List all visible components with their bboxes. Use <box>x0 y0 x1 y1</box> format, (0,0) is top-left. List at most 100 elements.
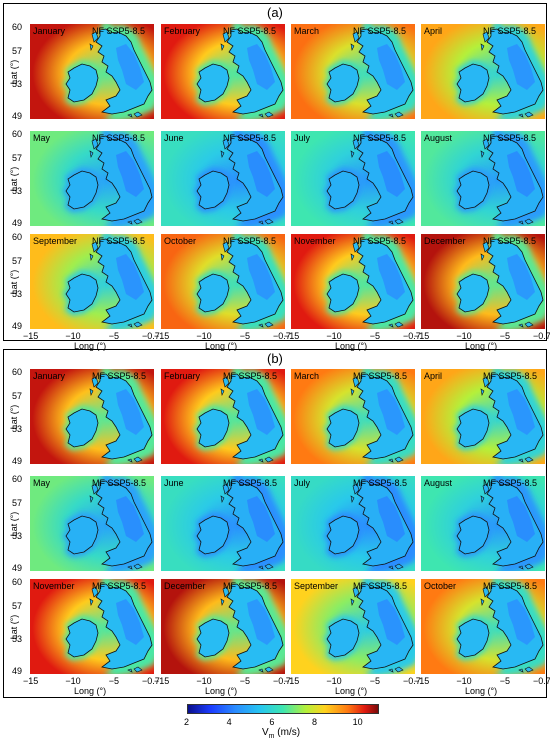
month-label: February <box>164 371 201 381</box>
scenario-label: MF SSP5-8.5 <box>223 581 278 591</box>
y-tick-label: 60 <box>12 129 23 139</box>
map-panel <box>30 476 154 571</box>
panel-b <box>3 349 547 698</box>
x-tick-label: −10 <box>196 676 212 686</box>
scenario-label: NF SSP5-8.5 <box>92 26 146 36</box>
x-tick-label: −5 <box>499 331 510 341</box>
month-label: April <box>424 26 443 36</box>
scenario-label: NF SSP5-8.5 <box>483 133 537 143</box>
ireland-coastline <box>326 170 360 210</box>
month-label: December <box>164 581 206 591</box>
ireland-coastline <box>326 273 360 313</box>
wind-speed-field <box>161 476 285 571</box>
ireland-coastline <box>326 63 360 103</box>
x-axis-title: Long (°) <box>335 686 368 696</box>
y-tick-label: 60 <box>12 232 23 242</box>
wind-speed-field <box>421 131 545 226</box>
scenario-label: MF SSP5-8.5 <box>353 478 408 488</box>
map-panel <box>30 234 154 329</box>
wind-speed-field <box>30 579 154 674</box>
x-tick-label: −15 <box>23 331 39 341</box>
y-axis-title: Lat (°) <box>9 511 19 536</box>
ireland-coastline <box>326 618 360 658</box>
scenario-label: MF SSP5-8.5 <box>483 581 538 591</box>
x-tick-label: −15 <box>154 676 170 686</box>
y-tick-label: 53 <box>12 633 23 644</box>
ireland-coastline <box>196 515 230 555</box>
map-panel <box>161 131 285 226</box>
map-panel <box>30 369 154 464</box>
month-label: March <box>294 26 320 36</box>
colorbar-tick-label: 10 <box>352 717 363 727</box>
map-panel <box>421 476 545 571</box>
month-label: November <box>33 581 75 591</box>
x-tick-label: −5 <box>239 676 250 686</box>
y-axis-title: Lat (°) <box>9 404 19 429</box>
x-axis-title: Long (°) <box>205 341 238 351</box>
x-tick-label: −5 <box>369 331 380 341</box>
ireland-coastline <box>456 408 490 448</box>
scenario-label: NF SSP5-8.5 <box>223 26 277 36</box>
x-axis-title: Long (°) <box>465 686 498 696</box>
x-tick-label: −5 <box>369 676 380 686</box>
wind-speed-field <box>30 131 154 226</box>
y-tick-label: 49 <box>12 111 23 121</box>
scenario-label: NF SSP5-8.5 <box>223 133 277 143</box>
y-tick-label: 49 <box>12 666 23 676</box>
month-label: February <box>164 26 201 36</box>
scenario-label: NF SSP5-8.5 <box>483 236 537 246</box>
map-panel <box>291 579 415 674</box>
y-axis-title: Lat (°) <box>9 59 19 84</box>
wind-speed-field <box>421 369 545 464</box>
scenario-label: NF SSP5-8.5 <box>353 236 407 246</box>
month-label: June <box>164 133 184 143</box>
wind-speed-field <box>30 234 154 329</box>
y-tick-label: 57 <box>12 498 23 509</box>
x-axis-title: Long (°) <box>335 341 368 351</box>
y-tick-label: 60 <box>12 22 23 32</box>
x-tick-label: −5 <box>108 331 119 341</box>
ireland-coastline <box>196 408 230 448</box>
map-panel <box>421 234 545 329</box>
map-panel <box>421 131 545 226</box>
colorbar <box>187 704 379 714</box>
ireland-coastline <box>65 618 99 658</box>
scenario-label: MF SSP5-8.5 <box>483 478 538 488</box>
y-tick-label: 53 <box>12 530 23 541</box>
x-tick-label: −10 <box>456 331 472 341</box>
y-tick-label: 49 <box>12 456 23 466</box>
wind-speed-field <box>291 369 415 464</box>
map-panel <box>30 131 154 226</box>
x-tick-label: −10 <box>456 676 472 686</box>
y-tick-label: 49 <box>12 321 23 331</box>
wind-speed-field <box>30 369 154 464</box>
y-axis-title: Lat (°) <box>9 614 19 639</box>
wind-speed-field <box>161 579 285 674</box>
month-label: January <box>33 26 66 36</box>
x-tick-label: −15 <box>284 331 300 341</box>
month-label: April <box>424 371 443 381</box>
scenario-label: NF SSP5-8.5 <box>353 26 407 36</box>
wind-speed-field <box>291 476 415 571</box>
y-tick-label: 57 <box>12 153 23 164</box>
scenario-label: MF SSP5-8.5 <box>223 371 278 381</box>
month-label: September <box>294 581 339 591</box>
ireland-coastline <box>456 170 490 210</box>
y-tick-label: 53 <box>12 78 23 89</box>
scenario-label: MF SSP5-8.5 <box>483 371 538 381</box>
y-tick-label: 60 <box>12 577 23 587</box>
wind-speed-field <box>161 24 285 119</box>
colorbar-tick-label: 8 <box>312 717 318 727</box>
month-label: October <box>164 236 197 246</box>
x-tick-label: −15 <box>23 676 39 686</box>
y-axis-title: Lat (°) <box>9 269 19 294</box>
scenario-label: NF SSP5-8.5 <box>92 236 146 246</box>
y-tick-label: 57 <box>12 46 23 57</box>
x-axis-title: Long (°) <box>74 341 107 351</box>
y-axis-title: Lat (°) <box>9 166 19 191</box>
wind-speed-field <box>291 234 415 329</box>
scenario-label: NF SSP5-8.5 <box>92 133 146 143</box>
wind-speed-field <box>291 131 415 226</box>
month-label: May <box>33 133 51 143</box>
wind-speed-field <box>30 476 154 571</box>
